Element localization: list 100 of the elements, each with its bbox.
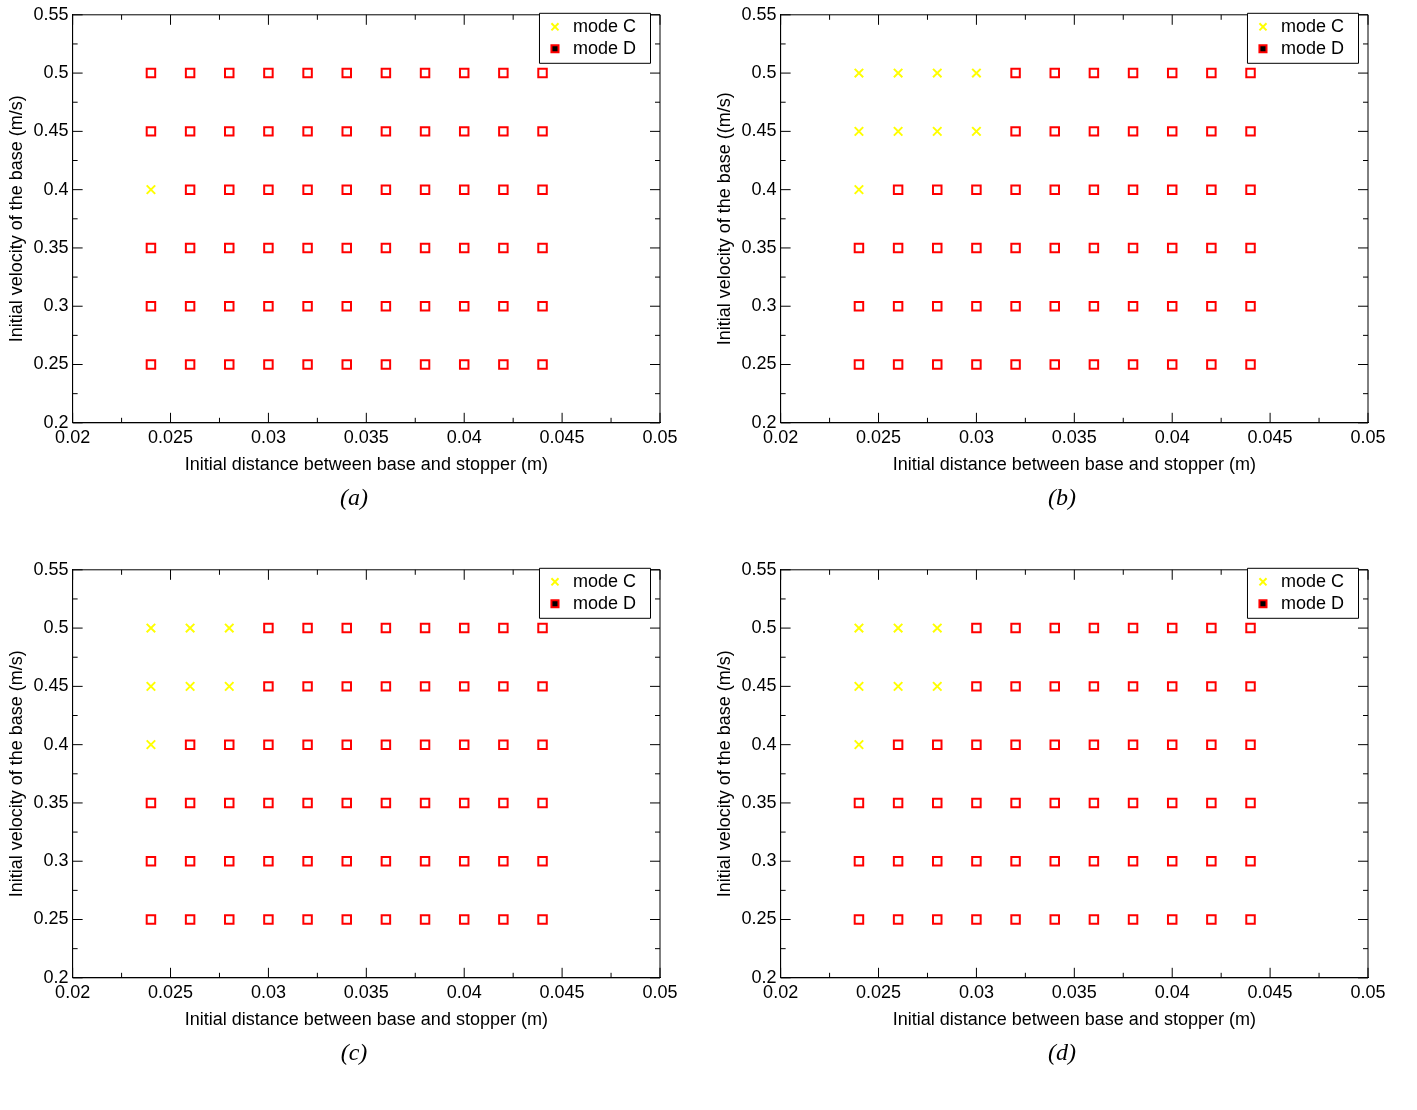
point: [1010, 681, 1021, 692]
point: [419, 622, 431, 634]
point: [1010, 622, 1021, 634]
point: [932, 359, 943, 370]
point: [1245, 67, 1256, 79]
point: [932, 242, 943, 254]
text: mode C: [1280, 570, 1344, 591]
point: [1245, 681, 1256, 692]
y-tick-label: 0.25: [741, 908, 777, 929]
point: [1088, 797, 1100, 809]
point: [1166, 359, 1178, 370]
x-axis-title: Initial distance between base and stopper (m): [184, 454, 548, 475]
point: [1010, 242, 1021, 254]
point: [1245, 184, 1256, 195]
point: [184, 681, 196, 692]
point: [1206, 914, 1217, 925]
x-axis-title: Initial distance between base and stopper (m): [892, 1009, 1256, 1030]
y-tick-label: 0.3: [751, 850, 777, 871]
point: [263, 622, 274, 634]
y-tick-label: 0.35: [741, 236, 777, 257]
point: [537, 739, 548, 750]
point: [1245, 914, 1256, 925]
point: [145, 739, 157, 750]
point: [380, 622, 392, 634]
y-tick-label: 0.4: [43, 178, 69, 199]
point: [458, 914, 470, 925]
x-tick-label: 0.05: [642, 981, 678, 1002]
point: [145, 855, 157, 867]
point: [263, 681, 274, 692]
point: [853, 797, 865, 809]
point: [1245, 855, 1256, 867]
point: [498, 914, 509, 925]
point: [1010, 797, 1021, 809]
point: [1166, 681, 1178, 692]
point: [1010, 126, 1021, 137]
x-axis-title: Initial distance between base and stopper (m): [892, 454, 1256, 475]
point: [145, 681, 157, 692]
point: [1049, 126, 1060, 137]
point: [1088, 855, 1100, 867]
y-tick-label: 0.3: [751, 295, 777, 316]
legend-label: mode D: [572, 37, 636, 58]
point: [1166, 126, 1178, 137]
point: [145, 622, 157, 634]
point: [853, 359, 865, 370]
x-tick-label: 0.04: [446, 426, 482, 447]
point: [419, 914, 431, 925]
point: [971, 184, 982, 195]
point: [971, 242, 982, 254]
point: [1010, 359, 1021, 370]
y-tick-label: 0.45: [33, 120, 69, 141]
point: [498, 681, 509, 692]
point: [1127, 359, 1139, 370]
point: [1127, 242, 1139, 254]
point: [892, 797, 904, 809]
point: [1166, 300, 1178, 312]
point: [1166, 184, 1178, 195]
point: [853, 739, 865, 750]
point: [224, 681, 235, 692]
point: [1010, 300, 1021, 312]
point: [1245, 622, 1256, 634]
point: [971, 914, 982, 925]
point: [971, 359, 982, 370]
point: [1127, 622, 1139, 634]
point: [932, 797, 943, 809]
point: [932, 622, 943, 634]
point: [341, 855, 352, 867]
legend-label: mode D: [1280, 37, 1344, 58]
point: [1206, 739, 1217, 750]
point: [1206, 855, 1217, 867]
point: [1166, 739, 1178, 750]
point: [458, 739, 470, 750]
point: [1010, 67, 1021, 79]
point: [1127, 184, 1139, 195]
point: [932, 914, 943, 925]
point: [1127, 67, 1139, 79]
point: [302, 914, 313, 925]
point: [971, 797, 982, 809]
point: [380, 914, 392, 925]
point: [145, 797, 157, 809]
point: [341, 797, 352, 809]
point: [1049, 622, 1060, 634]
y-axis-title: Initial velocity of the base (m/s): [713, 650, 734, 898]
point: [145, 914, 157, 925]
point: [498, 739, 509, 750]
point: [1245, 739, 1256, 750]
point: [892, 67, 904, 79]
x-tick-label: 0.03: [250, 426, 286, 447]
x-tick-label: 0.03: [958, 981, 994, 1002]
text: (a): [339, 484, 369, 511]
point: [1049, 67, 1060, 79]
y-axis-title: Initial velocity of the base (m/s): [5, 650, 26, 898]
point: [971, 300, 982, 312]
x-tick-label: 0.025: [148, 981, 194, 1002]
point: [1166, 622, 1178, 634]
x-tick-label: 0.05: [642, 426, 678, 447]
x-tick-label: 0.025: [856, 426, 902, 447]
point: [892, 622, 904, 634]
point: [537, 681, 548, 692]
point: [224, 914, 235, 925]
point: [1206, 797, 1217, 809]
